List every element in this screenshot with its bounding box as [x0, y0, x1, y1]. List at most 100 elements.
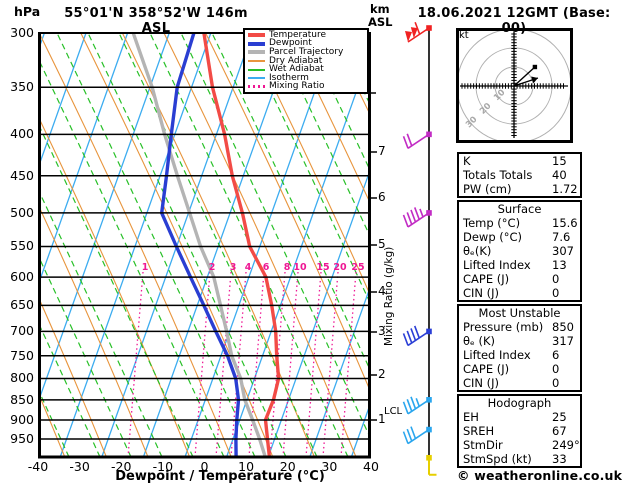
table-row: Totals Totals 40 [459, 168, 580, 182]
temperature-tick-label: 30 [321, 459, 338, 474]
pressure-tick-label: 400 [10, 126, 34, 142]
legend-label: Mixing Ratio [269, 81, 325, 92]
asl-axis-unit: ASL [368, 15, 393, 29]
index-value: 317 [552, 334, 574, 348]
temperature-tick-label: 10 [238, 459, 255, 474]
km-axis-unit: km [370, 2, 390, 16]
table-row: CIN (J) 0 [459, 376, 580, 390]
pressure-tick-label: 700 [10, 323, 34, 339]
table-row: Lifted Index 13 [459, 258, 580, 272]
table-row: θₑ(K) 307 [459, 244, 580, 258]
index-label: Lifted Index [463, 348, 531, 362]
index-value: 0 [552, 272, 560, 286]
index-label: CAPE (J) [463, 362, 510, 376]
index-value: 307 [552, 244, 574, 258]
index-value: 0 [552, 286, 560, 300]
index-value: 25 [552, 410, 567, 424]
pressure-tick-label: 850 [10, 391, 34, 407]
svg-text:10: 10 [492, 88, 507, 103]
temperature-tick-label: -30 [69, 459, 90, 474]
index-label: SREH [463, 424, 495, 438]
index-label: Pressure (mb) [463, 320, 544, 334]
pressure-tick-label: 600 [10, 269, 34, 285]
index-label: StmSpd (kt) [463, 452, 532, 466]
svg-text:1: 1 [142, 262, 149, 273]
panel-header: Most Unstable [478, 306, 561, 320]
pressure-tick-label: 500 [10, 204, 34, 220]
table-row: Lifted Index 6 [459, 348, 580, 362]
svg-text:8: 8 [284, 262, 291, 273]
index-value: 0 [552, 362, 560, 376]
temperature-tick-label: 20 [279, 459, 296, 474]
km-tick-label: 4 [378, 284, 386, 298]
panel-header: Surface [497, 202, 542, 216]
svg-text:6: 6 [263, 262, 270, 273]
index-label: PW (cm) [463, 182, 512, 196]
index-label: Dewp (°C) [463, 230, 523, 244]
index-label: StmDir [463, 438, 503, 452]
copyright-label: © weatheronline.co.uk [457, 468, 623, 483]
index-value: 1.72 [552, 182, 578, 196]
index-label: Totals Totals [463, 168, 533, 182]
index-value: 850 [552, 320, 574, 334]
km-tick-label: 7 [378, 144, 386, 158]
pressure-tick-label: 450 [10, 167, 34, 183]
x-axis-label: Dewpoint / Temperature (°C) [115, 469, 325, 484]
table-row: θₑ (K) 317 [459, 334, 580, 348]
index-label: CIN (J) [463, 376, 500, 390]
page-title: 55°01'N 358°52'W 146m ASL [64, 6, 248, 36]
table-row: SREH 67 [459, 424, 580, 438]
table-row: EH 25 [459, 410, 580, 424]
mixing-ratio-line-sample [248, 85, 265, 89]
legend-label: Isotherm [269, 72, 309, 83]
table-row: Pressure (mb) 850 [459, 320, 580, 334]
temperature-tick-label: -40 [27, 459, 49, 474]
index-value: 33 [552, 452, 567, 466]
isotherm-line-sample [248, 77, 265, 80]
km-tick-label: 1 [378, 412, 386, 426]
pressure-tick-label: 750 [10, 347, 34, 363]
legend-label: Temperature [269, 29, 327, 40]
hodograph-unit-label: kt [459, 30, 469, 41]
indices-panel: K 15 Totals Totals 40 PW (cm) 1.72 [457, 152, 582, 198]
index-label: EH [463, 410, 479, 424]
index-label: Temp (°C) [463, 216, 521, 230]
pressure-tick-label: 950 [10, 430, 34, 446]
legend-label: Parcel Trajectory [269, 46, 344, 57]
table-row: CAPE (J) 0 [459, 272, 580, 286]
dewpoint-line-sample [248, 41, 265, 46]
table-row: StmDir 249° [459, 438, 580, 452]
legend-item-mixing-ratio: Mixing Ratio [248, 81, 367, 92]
pressure-tick-label: 800 [10, 370, 34, 386]
index-value: 0 [552, 376, 560, 390]
temperature-tick-label: -20 [111, 459, 132, 474]
index-value: 15 [552, 154, 567, 168]
table-row: CAPE (J) 0 [459, 362, 580, 376]
temperature-tick-label: -10 [152, 459, 174, 474]
index-value: 15.6 [552, 216, 578, 230]
index-label: K [463, 154, 471, 168]
index-value: 40 [552, 168, 567, 182]
legend-label: Wet Adiabat [269, 64, 324, 75]
legend-item-dry-adiabat: Dry Adiabat [248, 56, 367, 66]
index-value: 249° [552, 438, 580, 452]
index-label: CIN (J) [463, 286, 500, 300]
svg-text:15: 15 [316, 262, 329, 273]
pressure-tick-label: 650 [10, 297, 34, 313]
pressure-unit-label: hPa [14, 4, 41, 19]
temperature-line-sample [248, 33, 265, 38]
legend-item-parcel: Parcel Trajectory [248, 46, 367, 57]
km-tick-label: 3 [378, 324, 386, 338]
temperature-tick-label: 40 [363, 459, 379, 474]
km-tick-label: 5 [378, 237, 386, 251]
index-value: 7.6 [552, 230, 571, 244]
pressure-tick-label: 350 [10, 79, 34, 95]
km-tick-label: 2 [378, 367, 386, 381]
legend-item-temperature: Temperature [248, 29, 367, 40]
pressure-tick-label: 300 [10, 25, 34, 40]
table-row: Temp (°C) 15.6 [459, 216, 580, 230]
index-label: Lifted Index [463, 258, 531, 272]
lcl-label: LCL [384, 406, 403, 417]
index-label: θₑ(K) [463, 244, 492, 258]
